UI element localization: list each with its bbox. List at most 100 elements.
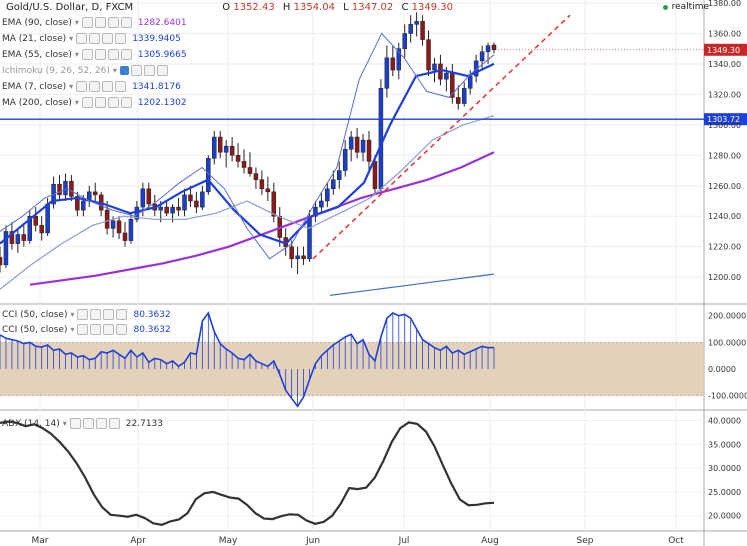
candle-body[interactable] (485, 45, 491, 53)
dropdown-arrow-icon[interactable]: ▾ (62, 419, 67, 428)
indicator-row-ichimoku[interactable]: Ichimoku (9, 26, 52, 26) ▾ (0, 63, 170, 78)
indicator-row-ema90[interactable]: EMA (90, close) ▾ 1282.6401 (0, 15, 187, 30)
candle-body[interactable] (110, 220, 116, 229)
cci-line[interactable] (0, 311, 495, 408)
candle-body[interactable] (63, 180, 68, 196)
more-icon[interactable] (120, 49, 132, 60)
candle-body[interactable] (342, 148, 348, 171)
close-icon[interactable] (102, 33, 114, 44)
candle-body[interactable] (348, 136, 354, 150)
candle-body[interactable] (414, 21, 419, 25)
candle-body[interactable] (235, 155, 241, 162)
dropdown-arrow-icon[interactable]: ▾ (70, 310, 75, 319)
cci-legend-row-2[interactable]: CCI (50, close) ▾ 80.3632 (0, 322, 171, 337)
price-pane[interactable]: 1303.72 1349.30 (0, 12, 747, 296)
candle-body[interactable] (461, 88, 467, 104)
candle-body[interactable] (378, 88, 384, 190)
close-icon[interactable] (103, 309, 115, 320)
candle-body[interactable] (217, 136, 223, 153)
visibility-toggle-icon[interactable] (119, 66, 129, 75)
candle-body[interactable] (390, 57, 396, 71)
more-icon[interactable] (156, 65, 168, 76)
dropdown-arrow-icon[interactable]: ▾ (74, 98, 79, 107)
candle-body[interactable] (27, 215, 33, 241)
candle-body[interactable] (319, 200, 324, 208)
close-icon[interactable] (103, 324, 115, 335)
candle-body[interactable] (200, 191, 205, 208)
candle-body[interactable] (426, 39, 431, 71)
settings-icon[interactable] (94, 49, 106, 60)
candle-body[interactable] (188, 194, 193, 202)
candle-body[interactable] (271, 191, 277, 217)
settings-icon[interactable] (90, 324, 102, 335)
candle-body[interactable] (92, 191, 98, 196)
candle-body[interactable] (3, 231, 9, 266)
more-icon[interactable] (115, 33, 127, 44)
candle-body[interactable] (15, 234, 21, 244)
settings-icon[interactable] (94, 97, 106, 108)
cci-legend-row-1[interactable]: CCI (50, close) ▾ 80.3632 (0, 307, 171, 322)
candle-body[interactable] (444, 72, 449, 80)
close-icon[interactable] (107, 97, 119, 108)
settings-icon[interactable] (90, 309, 102, 320)
candle-body[interactable] (69, 180, 74, 197)
candle-body[interactable] (420, 21, 425, 40)
candle-body[interactable] (354, 136, 360, 153)
more-icon[interactable] (115, 81, 127, 92)
more-icon[interactable] (116, 309, 128, 320)
candle-body[interactable] (128, 219, 134, 241)
settings-icon[interactable] (89, 81, 101, 92)
settings-icon[interactable] (94, 17, 106, 28)
candle-body[interactable] (116, 220, 122, 234)
candle-body[interactable] (313, 206, 318, 217)
candle-body[interactable] (75, 196, 80, 211)
candle-body[interactable] (307, 215, 312, 260)
candle-body[interactable] (194, 200, 199, 208)
close-icon[interactable] (102, 81, 114, 92)
dropdown-arrow-icon[interactable]: ▾ (69, 34, 74, 43)
candle-body[interactable] (45, 203, 50, 234)
candle-body[interactable] (337, 170, 342, 180)
adx-pane[interactable] (0, 420, 495, 526)
candle-body[interactable] (473, 60, 479, 77)
indicator-row-ma200[interactable]: MA (200, close) ▾ 1202.1302 (0, 95, 187, 110)
close-icon[interactable] (107, 17, 119, 28)
candle-body[interactable] (170, 206, 175, 214)
candle-body[interactable] (104, 209, 110, 229)
candle-body[interactable] (456, 97, 461, 104)
candle-body[interactable] (21, 234, 27, 241)
candle-body[interactable] (223, 145, 229, 153)
dropdown-arrow-icon[interactable]: ▾ (70, 325, 75, 334)
candle-body[interactable] (301, 255, 306, 260)
ma21-line[interactable] (0, 62, 495, 245)
settings-icon[interactable] (130, 65, 142, 76)
adx-legend-row[interactable]: ADX (14, 14) ▾ 22.7133 (0, 416, 163, 431)
candle-body[interactable] (146, 188, 152, 205)
eye-icon[interactable] (76, 33, 88, 44)
dropdown-arrow-icon[interactable]: ▾ (112, 66, 117, 75)
candle-body[interactable] (289, 246, 294, 260)
eye-icon[interactable] (77, 324, 89, 335)
candle-body[interactable] (402, 33, 407, 49)
close-icon[interactable] (107, 49, 119, 60)
candle-body[interactable] (57, 183, 62, 196)
candle-body[interactable] (122, 232, 128, 241)
candle-body[interactable] (140, 188, 146, 208)
candle-body[interactable] (372, 161, 378, 190)
close-icon[interactable] (95, 418, 107, 429)
candle-body[interactable] (467, 75, 473, 89)
candle-body[interactable] (176, 206, 181, 211)
candle-body[interactable] (0, 257, 3, 266)
eye-icon[interactable] (81, 97, 93, 108)
candle-body[interactable] (259, 179, 265, 190)
more-icon[interactable] (108, 418, 120, 429)
candle-body[interactable] (360, 139, 366, 153)
eye-icon[interactable] (76, 81, 88, 92)
candle-body[interactable] (241, 161, 247, 168)
candle-body[interactable] (158, 206, 163, 211)
eye-icon[interactable] (81, 17, 93, 28)
candle-body[interactable] (39, 225, 44, 234)
adx-line[interactable] (0, 420, 495, 526)
more-icon[interactable] (120, 97, 132, 108)
candle-body[interactable] (331, 179, 336, 190)
